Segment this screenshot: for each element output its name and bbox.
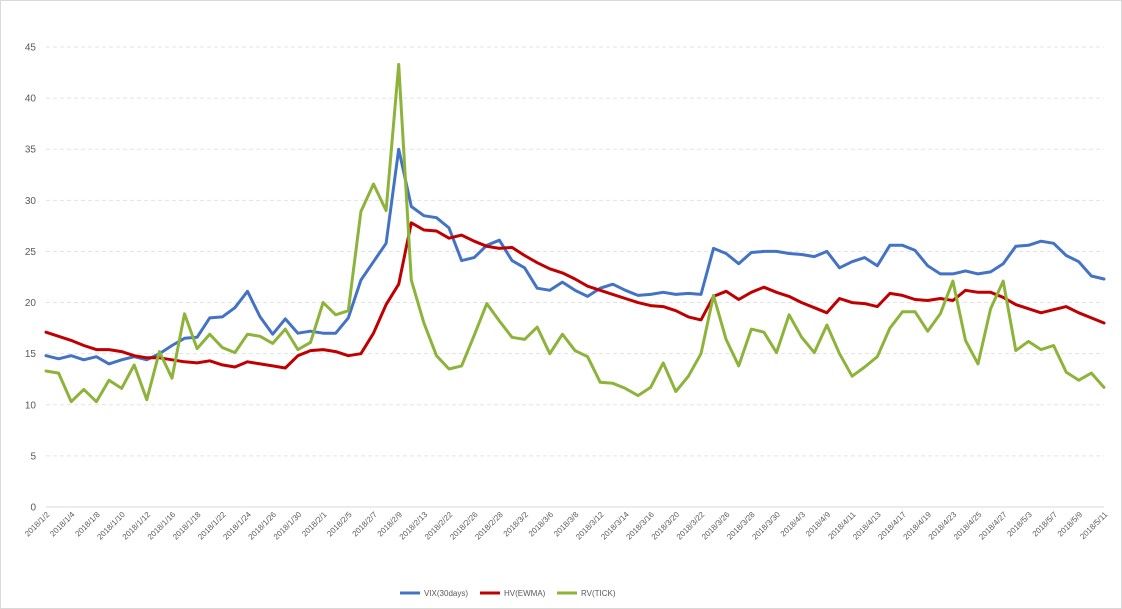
y-tick-label: 15 [25, 349, 37, 360]
gridlines [46, 46, 1104, 508]
y-tick-label: 25 [25, 247, 37, 258]
x-tick-label: 2018/4/3 [779, 510, 808, 539]
y-tick-label: 40 [25, 94, 37, 105]
x-axis: 2018/1/22018/1/42018/1/82018/1/102018/1/… [23, 510, 1110, 542]
x-tick-label: 2018/2/1 [300, 510, 329, 539]
x-tick-label: 2018/3/30 [750, 510, 782, 542]
legend-label: HV(EWMA) [504, 589, 546, 598]
x-tick-label: 2018/1/30 [272, 510, 304, 542]
y-tick-label: 10 [25, 400, 37, 411]
y-tick-label: 45 [25, 43, 37, 54]
y-tick-label: 0 [30, 503, 36, 514]
x-tick-label: 2018/1/2 [23, 510, 52, 539]
x-tick-label: 2018/5/3 [1005, 510, 1034, 539]
x-tick-label: 2018/4/27 [977, 510, 1009, 542]
x-tick-label: 2018/5/11 [1078, 510, 1109, 541]
legend: VIX(30days) HV(EWMA) RV(TICK) [400, 589, 616, 598]
y-tick-label: 35 [25, 145, 37, 156]
legend-label: RV(TICK) [581, 589, 616, 598]
x-tick-label: 2018/2/28 [473, 510, 505, 542]
x-tick-label: 2018/5/7 [1031, 510, 1060, 539]
series-line [44, 62, 1106, 404]
y-tick-label: 20 [25, 298, 37, 309]
series-lines [44, 62, 1106, 404]
series-line [44, 221, 1106, 370]
y-axis: 0 5 10 15 20 25 30 35 40 45 [25, 43, 37, 514]
x-tick-label: 2018/1/4 [48, 510, 77, 539]
x-tick-label: 2018/3/2 [502, 510, 531, 539]
x-tick-label: 2018/3/6 [527, 510, 556, 539]
x-tick-label: 2018/2/5 [325, 510, 354, 539]
legend-label: VIX(30days) [424, 589, 468, 598]
series-line [44, 147, 1106, 366]
x-tick-label: 2018/2/7 [351, 510, 380, 539]
y-tick-label: 30 [25, 196, 37, 207]
y-tick-label: 5 [30, 451, 36, 462]
